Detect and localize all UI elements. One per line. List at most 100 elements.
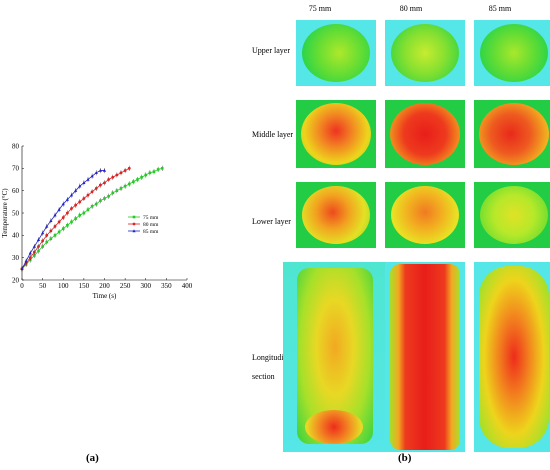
temperature-time-chart: 0 50 100 150 200 250 300 350 400 20 30 40 50 60 70 80 7… — [1, 142, 193, 300]
data-point — [119, 171, 123, 175]
data-point — [132, 222, 136, 226]
data-point — [41, 245, 44, 248]
data-point — [32, 250, 36, 254]
data-point — [65, 197, 69, 201]
row-label-middle: Middle layer — [252, 130, 294, 139]
data-point — [127, 182, 131, 186]
data-point — [119, 187, 123, 190]
row-label-longitudinal: Longitudinal — [252, 353, 294, 362]
data-point — [66, 223, 69, 227]
y-tick-label: 50 — [12, 209, 20, 217]
data-point — [61, 216, 65, 219]
y-tick-label: 70 — [12, 165, 20, 173]
x-tick-label: 250 — [120, 282, 131, 290]
data-point — [156, 168, 160, 171]
y-tick-label: 20 — [12, 276, 20, 284]
data-point — [148, 171, 152, 175]
data-point — [136, 178, 139, 181]
data-point — [53, 234, 57, 237]
data-point — [57, 220, 61, 224]
data-point — [45, 240, 49, 244]
data-point — [86, 193, 90, 197]
y-tick-label: 40 — [12, 232, 20, 240]
data-point — [123, 184, 127, 188]
data-point — [41, 231, 45, 235]
x-tick-label: 150 — [79, 282, 90, 290]
x-tick-label: 300 — [141, 282, 152, 290]
data-point — [107, 194, 110, 198]
data-point — [132, 229, 136, 233]
heatmap-lower-85mm — [474, 182, 550, 248]
data-point — [20, 267, 24, 271]
column-label-80mm: 80 mm — [399, 4, 423, 13]
data-point — [160, 167, 164, 170]
data-point — [45, 224, 49, 228]
data-point — [102, 168, 107, 172]
y-tick-label: 80 — [12, 142, 20, 150]
y-tick-label: 60 — [12, 187, 20, 195]
data-point — [69, 193, 74, 197]
data-point — [57, 207, 61, 211]
row-label-section: section — [252, 372, 275, 381]
heatmap-middle-85mm — [474, 100, 550, 168]
data-point — [94, 202, 98, 206]
data-point — [103, 181, 106, 185]
data-point — [90, 205, 94, 208]
data-point — [98, 168, 102, 172]
legend-label: 80 mm — [143, 222, 159, 228]
heatmap-longitudinal-80mm — [385, 262, 465, 452]
series-80-mm — [20, 165, 131, 272]
x-axis-label: Time (s) — [93, 292, 117, 300]
column-label-85mm: 85 mm — [488, 4, 512, 13]
data-point — [86, 208, 90, 211]
data-point — [94, 171, 98, 174]
data-point — [37, 249, 40, 253]
data-point — [24, 259, 28, 263]
data-point — [82, 181, 86, 185]
data-point — [37, 245, 40, 248]
data-point — [61, 202, 65, 206]
data-point — [74, 217, 77, 220]
x-tick-label: 350 — [161, 282, 172, 290]
data-point — [90, 190, 94, 194]
y-axis-label: Temperature (°C) — [1, 188, 9, 238]
data-point — [86, 177, 90, 181]
data-point — [115, 189, 119, 192]
data-point — [65, 211, 69, 215]
panel-a-label: (a) — [86, 452, 99, 464]
row-label-lower: Lower layer — [252, 217, 291, 226]
heatmap-upper-75mm — [296, 20, 376, 86]
data-point — [49, 237, 53, 240]
data-point — [49, 229, 53, 233]
data-point — [152, 170, 156, 173]
data-point — [70, 207, 73, 210]
data-point — [94, 187, 98, 190]
data-point — [28, 256, 32, 260]
x-tick-label: 100 — [58, 282, 69, 290]
series-85-mm — [20, 167, 107, 272]
data-point — [49, 219, 53, 223]
data-point — [33, 254, 36, 257]
x-tick-label: 200 — [99, 282, 110, 290]
x-tick-label: 0 — [20, 282, 24, 290]
data-point — [90, 174, 94, 178]
data-point — [132, 180, 135, 184]
data-point — [57, 230, 61, 234]
data-point — [41, 239, 45, 243]
data-point — [107, 178, 111, 181]
heatmap-longitudinal-85mm — [474, 262, 550, 452]
chart-series-layer — [20, 165, 164, 272]
legend-label: 75 mm — [143, 215, 159, 221]
data-point — [36, 238, 41, 241]
data-point — [78, 184, 82, 188]
data-point — [74, 188, 78, 192]
panel-b-label: (b) — [398, 452, 412, 464]
heatmap-lower-80mm — [385, 182, 465, 248]
data-point — [127, 166, 131, 170]
heatmap-middle-80mm — [385, 100, 465, 168]
data-point — [45, 233, 49, 237]
data-point — [103, 197, 106, 200]
series-line — [21, 167, 163, 270]
data-point — [82, 211, 86, 215]
